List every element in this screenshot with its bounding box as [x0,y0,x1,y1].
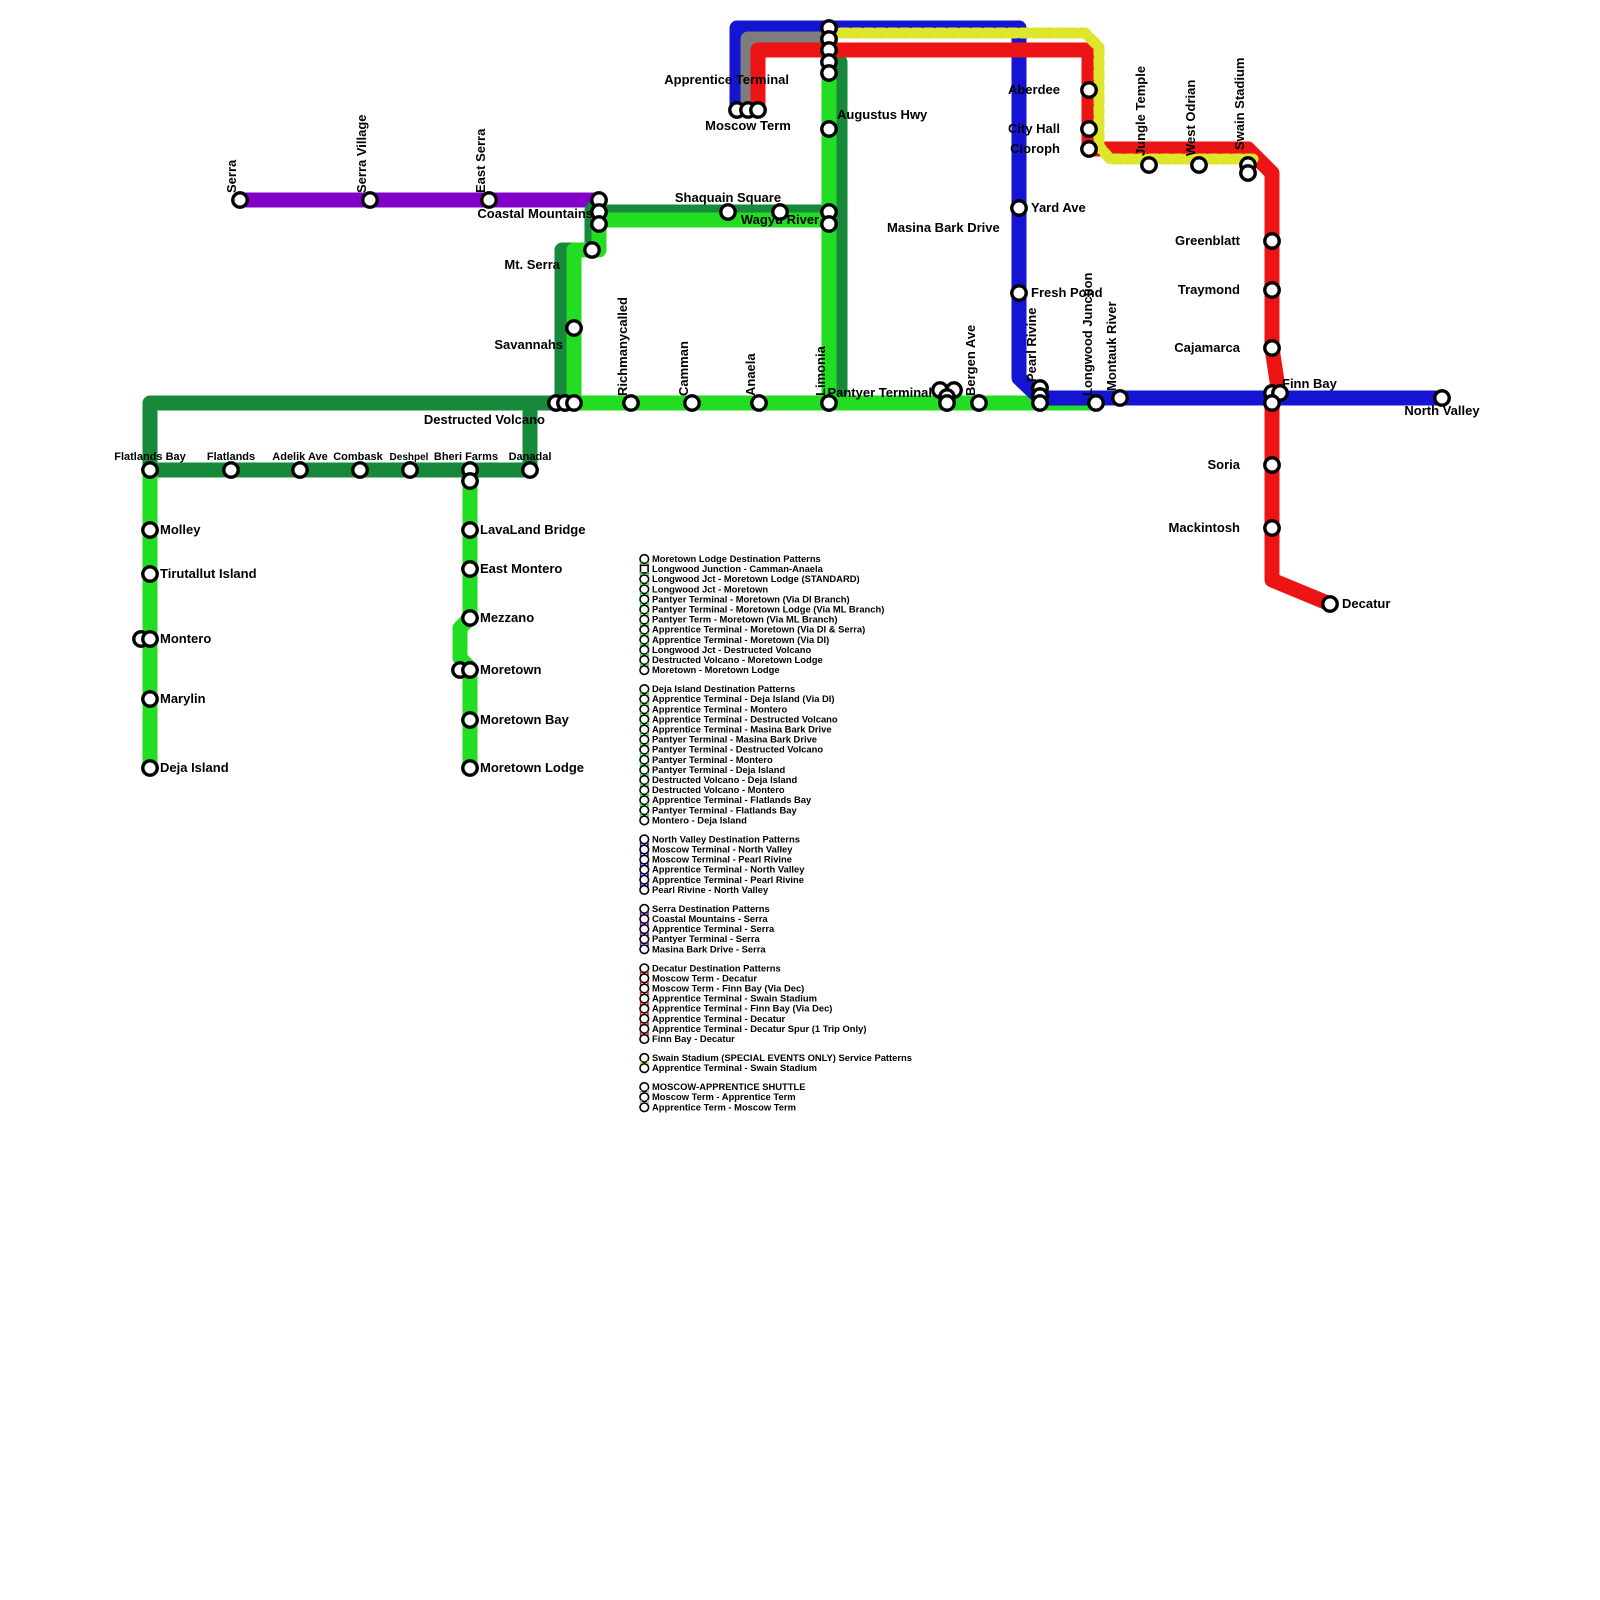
svg-text:Moretown Lodge: Moretown Lodge [480,760,584,775]
svg-text:Finn Bay: Finn Bay [1282,376,1338,391]
svg-text:Finn Bay - Decatur: Finn Bay - Decatur [652,1033,735,1044]
svg-text:Greenblatt: Greenblatt [1175,233,1241,248]
svg-text:LavaLand Bridge: LavaLand Bridge [480,522,585,537]
svg-text:Traymond: Traymond [1178,282,1240,297]
svg-text:Serra: Serra [224,159,239,193]
svg-text:Danadal: Danadal [509,451,552,463]
svg-text:Combask: Combask [333,451,383,463]
svg-text:Pantyer Terminal: Pantyer Terminal [827,385,932,400]
svg-text:Coastal Mountains: Coastal Mountains [477,206,593,221]
svg-text:Camman: Camman [676,341,691,396]
svg-text:Bergen Ave: Bergen Ave [963,325,978,396]
svg-text:Fresh Pond: Fresh Pond [1031,285,1103,300]
svg-text:Adelik Ave: Adelik Ave [272,451,327,463]
svg-text:East Serra: East Serra [473,128,488,193]
svg-text:Mt. Serra: Mt. Serra [504,257,560,272]
svg-text:Limonia: Limonia [813,345,828,396]
svg-text:Marylin: Marylin [160,691,206,706]
svg-text:Masina Bark Drive - Serra: Masina Bark Drive - Serra [652,943,766,954]
svg-text:Soria: Soria [1207,457,1240,472]
svg-text:Deshpel: Deshpel [390,452,429,463]
svg-text:Mackintosh: Mackintosh [1168,520,1240,535]
svg-text:Bheri Farms: Bheri Farms [434,451,498,463]
svg-text:Montauk River: Montauk River [1104,301,1119,391]
svg-text:Flatlands: Flatlands [207,451,255,463]
svg-text:Pearl Rivine: Pearl Rivine [1024,308,1039,382]
svg-text:Decatur: Decatur [1342,596,1390,611]
svg-text:Tirutallut Island: Tirutallut Island [160,566,257,581]
svg-text:Cajamarca: Cajamarca [1174,340,1241,355]
svg-text:Moretown - Moretown Lodge: Moretown - Moretown Lodge [652,664,780,675]
svg-text:Apprentice Term - Moscow Term: Apprentice Term - Moscow Term [652,1101,796,1112]
svg-text:Augustus Hwy: Augustus Hwy [837,107,928,122]
svg-text:Masina Bark Drive: Masina Bark Drive [887,220,1000,235]
svg-text:Flatlands Bay: Flatlands Bay [114,451,186,463]
svg-text:Cioroph: Cioroph [1010,141,1060,156]
svg-text:Shaquain Square: Shaquain Square [675,190,781,205]
svg-text:Mezzano: Mezzano [480,610,534,625]
svg-text:Apprentice Terminal - Swain St: Apprentice Terminal - Swain Stadium [652,1062,817,1073]
svg-text:Serra Village: Serra Village [354,114,369,193]
svg-text:Anaela: Anaela [743,353,758,396]
svg-text:Yard Ave: Yard Ave [1031,200,1086,215]
svg-text:East Montero: East Montero [480,561,562,576]
svg-text:Swain Stadium: Swain Stadium [1232,58,1247,150]
svg-text:Moscow Term: Moscow Term [705,118,791,133]
svg-text:Apprentice Terminal: Apprentice Terminal [664,72,789,87]
svg-text:Moretown: Moretown [480,662,541,677]
svg-text:Richmanycalled: Richmanycalled [615,297,630,396]
svg-text:West Odrian: West Odrian [1183,80,1198,156]
svg-text:Montero - Deja Island: Montero - Deja Island [652,814,747,825]
svg-text:Destructed Volcano: Destructed Volcano [424,412,545,427]
svg-text:North Valley: North Valley [1404,403,1480,418]
svg-text:Moretown Bay: Moretown Bay [480,712,570,727]
svg-text:Molley: Molley [160,522,201,537]
svg-text:Pearl Rivine - North Valley: Pearl Rivine - North Valley [652,884,769,895]
svg-text:Montero: Montero [160,631,211,646]
svg-text:Deja Island: Deja Island [160,760,229,775]
svg-text:Wagyu River: Wagyu River [741,212,819,227]
svg-text:Jungle Temple: Jungle Temple [1133,66,1148,156]
svg-text:Aberdee: Aberdee [1008,82,1060,97]
svg-text:Savannahs: Savannahs [494,337,563,352]
svg-text:City Hall: City Hall [1008,121,1060,136]
